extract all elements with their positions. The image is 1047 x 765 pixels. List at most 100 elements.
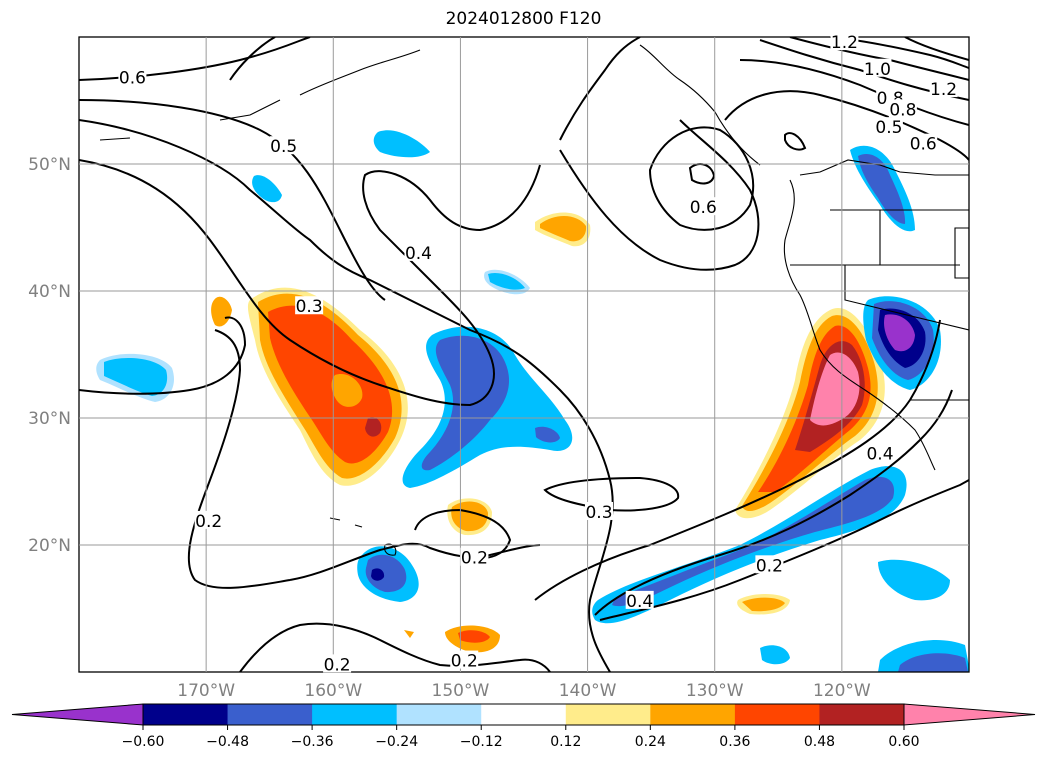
contour-label-background [323,654,352,673]
contour-label-background [866,443,894,462]
contour-line [79,37,311,81]
colorbar-segment [650,704,736,725]
colorbar: −0.60 −0.48 −0.36 −0.24 −0.12 0.12 0.24 0.36 0.4… [11,703,1036,750]
contour-line [559,119,760,271]
colorbar-tick-label: −0.60 [122,734,165,750]
contour-line [543,476,680,512]
coastline [99,137,131,141]
colorbar-tick-label: −0.48 [206,734,249,750]
contour-label: 1.2 [831,33,858,53]
contour-label-background [194,510,223,529]
colorbar-extend-high [903,703,1036,726]
contour-label: 0.4 [626,592,653,612]
coastline [219,99,281,121]
contour-label: 0.3 [296,297,323,317]
contour-label-background [909,133,938,152]
contour-label-background [830,32,859,51]
contour-label: 0.2 [324,655,351,675]
map-frame [78,36,970,673]
contour-line [187,329,291,589]
contour-line [594,389,953,616]
colorbar-tick-label: 0.36 [719,734,750,750]
contour-label: 0.2 [756,556,783,576]
contour-line [79,159,541,407]
latitude-tick-label: 30°N [28,409,71,429]
contour-line [79,119,614,672]
contour-line [239,622,551,672]
contour-label: 1.2 [930,80,957,100]
coastline [329,517,341,521]
colorbar-tick-label: −0.36 [291,734,334,750]
contour-label-background [295,296,324,315]
coastline [639,44,761,166]
contour-label: 0.5 [875,118,902,138]
contour-line [904,37,969,61]
contour-label: 0.6 [690,198,717,218]
longitude-tick-label: 140°W [559,681,617,701]
state-border [844,265,969,331]
contour-label-background [929,79,958,98]
contour-line [559,37,641,141]
colorbar-segment [734,704,820,725]
contour-label: 0.6 [910,135,937,155]
contour-line [648,126,755,231]
contour-label-background [269,136,298,155]
contour-line [534,319,941,601]
colorbar-outline [142,703,905,726]
colorbar-segment [227,704,313,725]
colorbar-tick-label: 0.24 [635,734,666,750]
contour-line [724,90,969,161]
contour-line [414,508,512,560]
contour-line [784,132,807,151]
coastline [799,159,969,176]
colorbar-tick-label: 0.12 [550,734,581,750]
contour-line [79,316,247,395]
contour-label: 0.4 [866,445,893,465]
coastline [783,179,936,471]
colorbar-segment [143,704,229,725]
colorbar-tick-label: 0.48 [804,734,835,750]
map-title: 2024012800 F120 [445,9,602,29]
latitude-tick-label: 50°N [28,155,71,175]
shaded-anomaly-field [96,130,969,672]
contour-label: 0.2 [451,652,478,672]
state-border [954,227,969,279]
contour-line [289,542,541,581]
coastline [299,49,421,96]
contour-label-background [874,117,903,136]
contour-line [229,37,276,81]
contour-line [759,39,969,101]
contour-label: 0.3 [585,503,612,523]
longitude-tick-label: 170°W [177,681,235,701]
colorbar-segment [312,704,398,725]
contour-label-background [888,99,917,118]
colorbar-tick-label: −0.12 [460,734,503,750]
contour-label: 0.6 [119,69,146,89]
contour-label: 0.5 [270,137,297,157]
longitude-tick-label: 120°W [813,681,871,701]
contour-label-background [863,58,892,77]
contour-label-background [460,547,489,566]
contour-line [739,59,969,126]
colorbar-segment [565,704,651,725]
contour-labels: 0.6 0.5 0.4 0.3 0.2 0.3 0.2 0.2 0.2 0.4 0.2 0.4 0.6 1… [118,32,958,675]
colorbar-segment [396,704,482,725]
contour-label-background [404,242,433,261]
contour-line [599,479,969,621]
colorbar-extend-low [11,703,144,726]
latitude-tick-label: 20°N [28,536,71,556]
graticule [79,37,969,672]
contour-line [79,99,386,301]
contour-label: 0.2 [195,512,222,532]
contour-label: 0.8 [889,100,916,120]
contour-label: 1.0 [864,60,891,80]
longitude-tick-label: 150°W [432,681,490,701]
longitude-tick-label: 160°W [304,681,362,701]
contour-label-background [689,197,718,216]
contour-label: 0.4 [405,244,432,264]
contour-line [688,163,716,185]
axis-tick-labels: 170°W 160°W 150°W 140°W 130°W 120°W 20°N 30°N 40… [28,155,871,701]
contour-label: 0.2 [461,549,488,569]
contour-label-background [625,590,654,609]
